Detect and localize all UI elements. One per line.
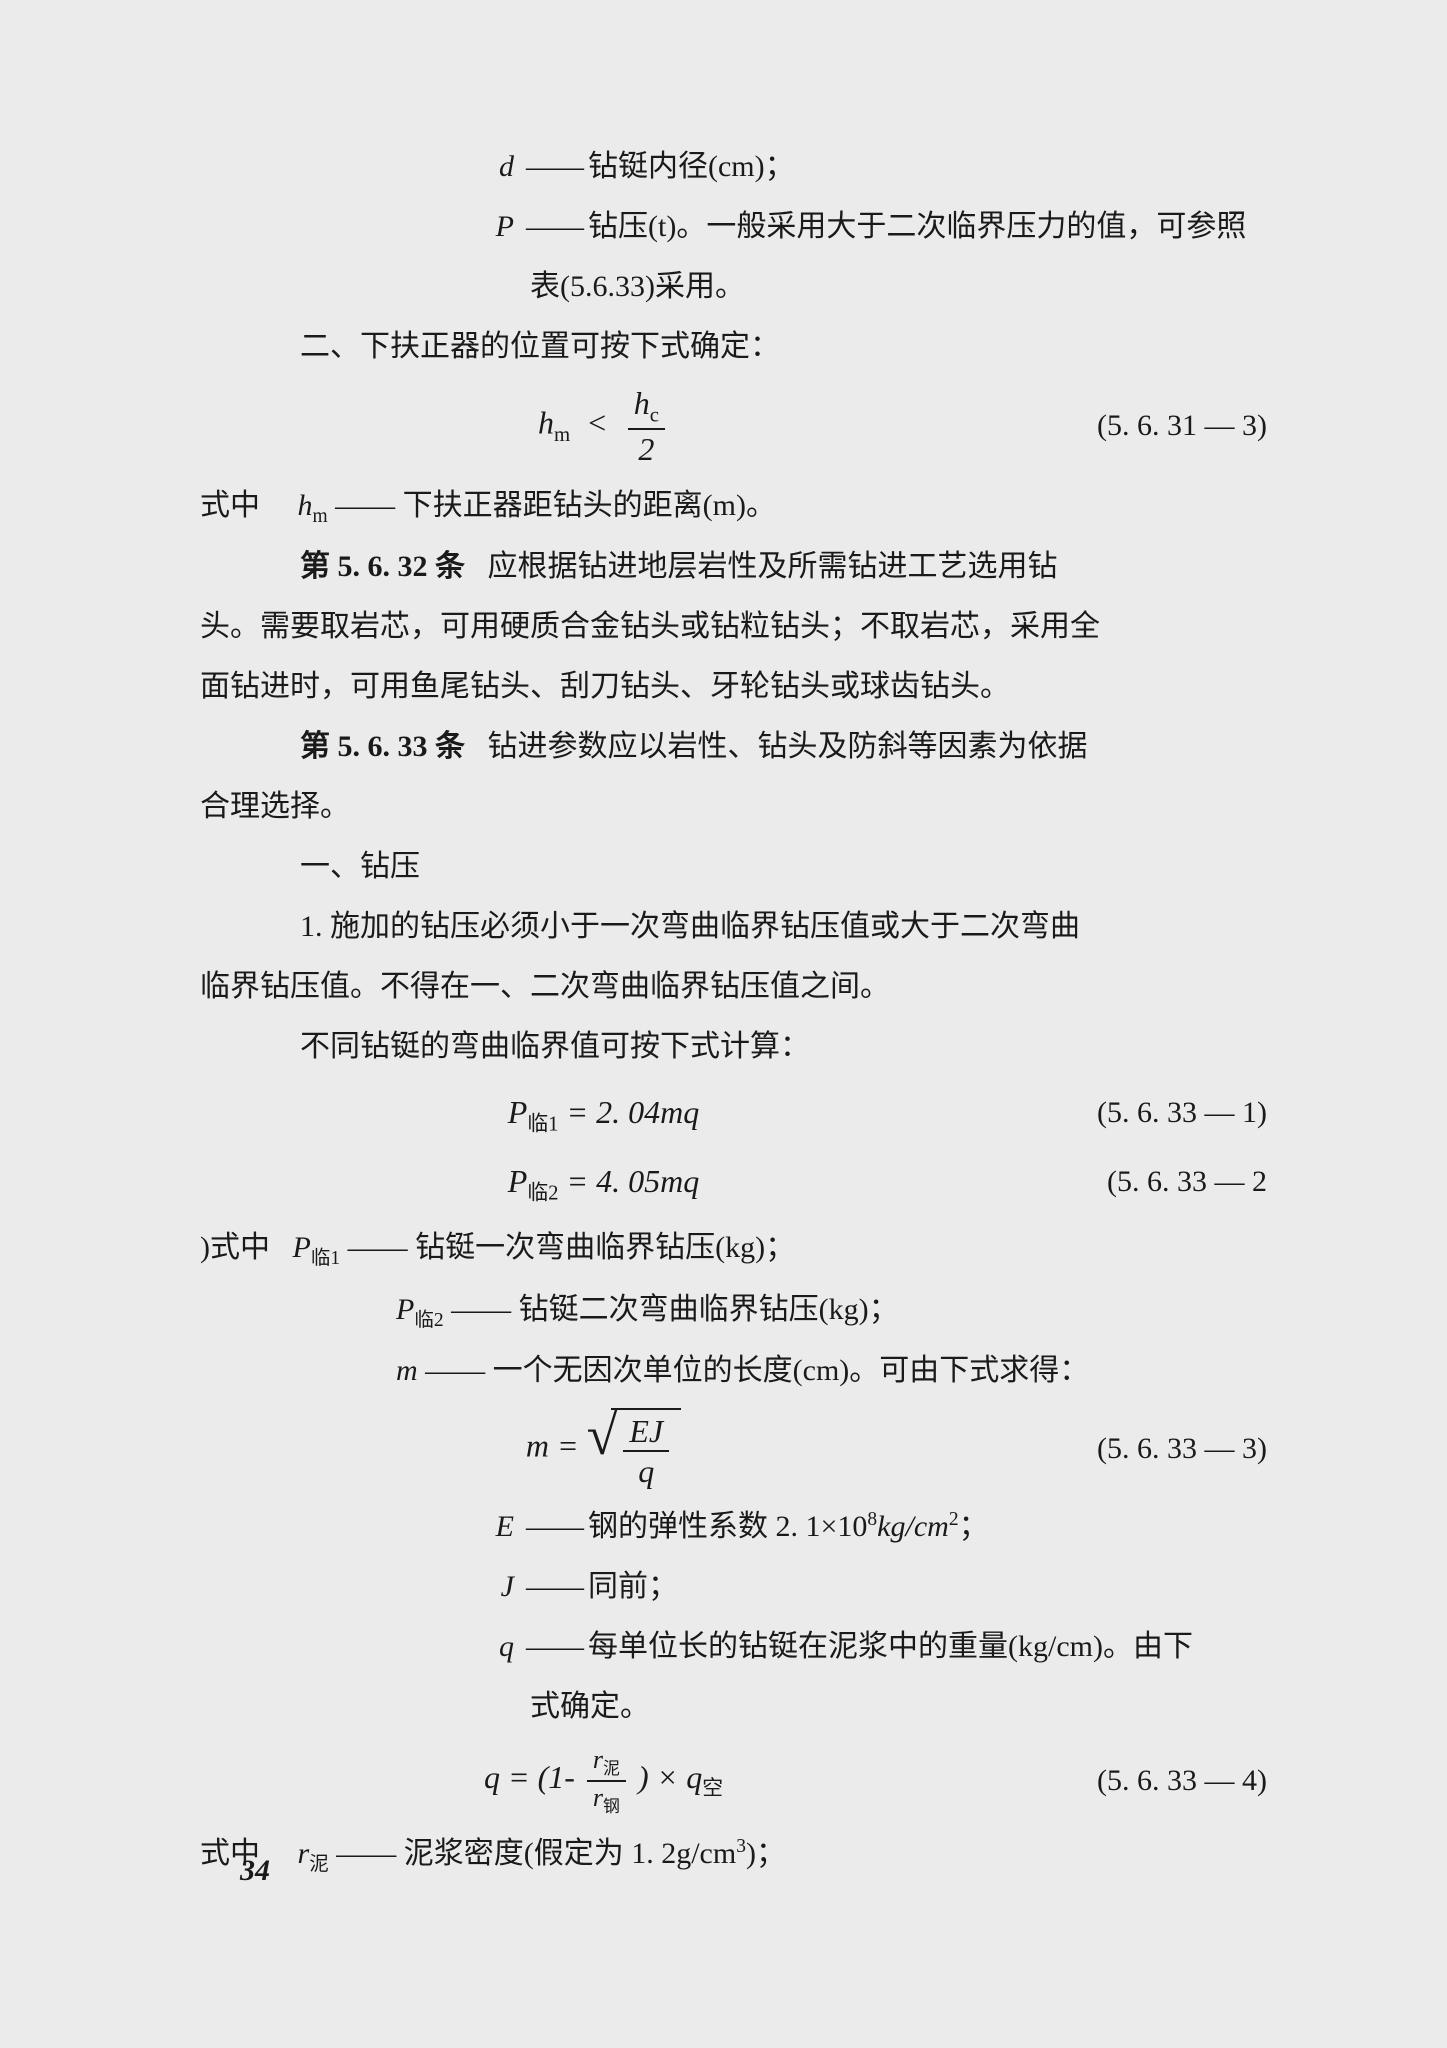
page-number: 34 [240,1844,270,1898]
equation-body: m = √ EJ q [200,1408,1007,1491]
definition-E: E —— 钢的弹性系数 2. 1×108kg/cm2； [200,1500,1267,1554]
equation-number: (5. 6. 33 — 1) [1007,1086,1267,1140]
definition-P-cont: 表(5.6.33)采用。 [200,260,1267,314]
equation-5-6-31-3: hm < hc 2 (5. 6. 31 — 3) [200,384,1267,469]
equation-5-6-33-1: P临1 = 2. 04mq (5. 6. 33 — 1) [200,1084,1267,1143]
para1-l2: 临界钻压值。不得在一、二次弯曲临界钻压值之间。 [200,960,1267,1014]
equation-number: (5. 6. 31 — 3) [1007,399,1267,453]
equation-5-6-33-3: m = √ EJ q (5. 6. 33 — 3) [200,1408,1267,1491]
definition-P: P —— 钻压(t)。一般采用大于二次临界压力的值，可参照 [200,200,1267,254]
symbol-d: d [460,140,520,194]
article-5-6-32-l2: 头。需要取岩芯，可用硬质合金钻头或钻粒钻头；不取岩芯，采用全 [200,600,1267,654]
article-5-6-33-l2: 合理选择。 [200,780,1267,834]
symbol-P: P [460,200,520,254]
definition-J: J —— 同前； [200,1560,1267,1614]
definition-text: 钻压(t)。一般采用大于二次临界压力的值，可参照 [588,200,1267,254]
equation-number: (5. 6. 33 — 3) [1007,1422,1267,1476]
equation-5-6-33-4: q = (1- r泥 r钢 ) × q空 (5. 6. 33 — 4) [200,1744,1267,1817]
article-5-6-32: 第 5. 6. 32 条 应根据钻进地层岩性及所需钻进工艺选用钻 [200,540,1267,594]
dash: —— [520,200,588,254]
equation-body: hm < hc 2 [200,384,1007,469]
definition-text: 钻铤内径(cm)； [588,140,1267,194]
where-m: m —— 一个无因次单位的长度(cm)。可由下式求得： [200,1344,1267,1398]
equation-number: (5. 6. 33 — 4) [1007,1754,1267,1808]
definition-q: q —— 每单位长的钻铤在泥浆中的重量(kg/cm)。由下 [200,1620,1267,1674]
equation-body: q = (1- r泥 r钢 ) × q空 [200,1744,1007,1817]
definition-d: d —— 钻铤内径(cm)； [200,140,1267,194]
equation-body: P临1 = 2. 04mq [200,1084,1007,1143]
article-lead: 第 5. 6. 32 条 [300,550,465,583]
article-5-6-32-l3: 面钻进时，可用鱼尾钻头、刮刀钻头、牙轮钻头或球齿钻头。 [200,660,1267,714]
equation-5-6-33-2: P临2 = 4. 05mq (5. 6. 33 — 2 [200,1153,1267,1212]
where-clause-3: 式中 r泥 —— 泥浆密度(假定为 1. 2g/cm3)； [200,1827,1267,1882]
article-lead: 第 5. 6. 33 条 [300,730,465,763]
dash: —— [520,140,588,194]
section-two-title: 二、下扶正器的位置可按下式确定： [200,320,1267,374]
where-P2: P临2 —— 钻铤二次弯曲临界钻压(kg)； [200,1283,1267,1338]
para1-l1: 1. 施加的钻压必须小于一次弯曲临界钻压值或大于二次弯曲 [200,900,1267,954]
equation-number: (5. 6. 33 — 2 [1007,1155,1267,1209]
article-5-6-33: 第 5. 6. 33 条 钻进参数应以岩性、钻头及防斜等因素为依据 [200,720,1267,774]
where-clause-1: 式中 hm —— 下扶正器距钻头的距离(m)。 [200,479,1267,534]
where-label: 式中 [200,489,290,522]
section-one-zuanya: 一、钻压 [200,840,1267,894]
equation-body: P临2 = 4. 05mq [200,1153,1007,1212]
definition-q-cont: 式确定。 [200,1680,1267,1734]
para1-l3: 不同钻铤的弯曲临界值可按下式计算： [200,1020,1267,1074]
where-clause-2: )式中 P临1 —— 钻铤一次弯曲临界钻压(kg)； [200,1221,1267,1276]
document-page: d —— 钻铤内径(cm)； P —— 钻压(t)。一般采用大于二次临界压力的值… [0,0,1447,2048]
